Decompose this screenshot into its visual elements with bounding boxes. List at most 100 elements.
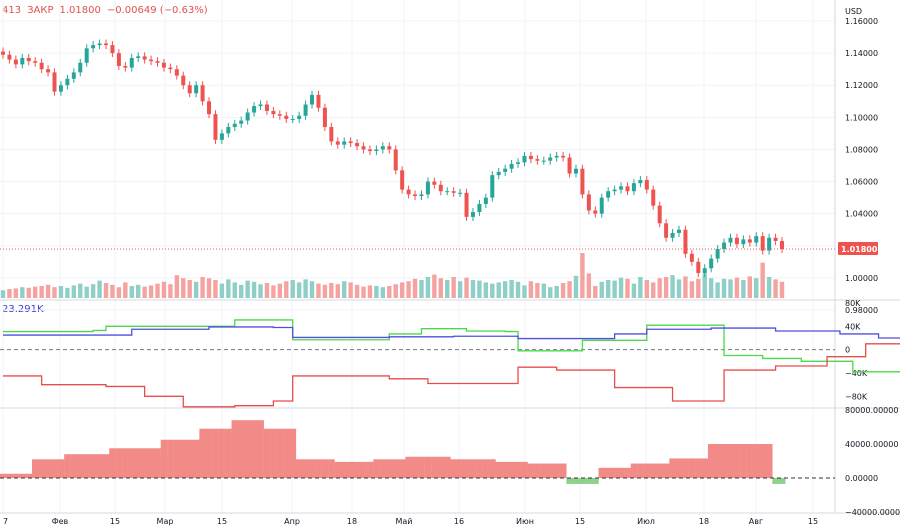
histogram-bar [424,456,432,478]
histogram-bar [295,459,303,478]
histogram-bar [263,428,271,478]
candle [773,237,778,241]
series-line-blue [3,326,900,340]
candle [754,236,759,243]
histogram-bar [495,461,503,478]
histogram-bar [160,439,168,478]
volume-bar [245,280,250,298]
volume-bar [535,283,540,298]
candle [252,106,257,113]
volume-bar [174,275,180,298]
histogram-bar [778,478,786,484]
volume-bar [193,281,199,298]
volume-bar [754,278,759,298]
candle [161,62,166,68]
candle [477,204,482,213]
candle [155,61,160,63]
volume-bar [406,281,411,298]
candle [496,171,501,176]
histogram-bar [109,448,116,478]
volume-bar [7,289,12,298]
histogram-bar [559,463,567,478]
histogram-bar [102,454,110,478]
histogram-bar [418,456,425,478]
candle [445,191,450,193]
candle [728,237,733,243]
volume-bar [599,281,604,298]
header-change: −0.00649 (−0.63%) [106,5,208,16]
histogram-bar [540,463,548,478]
histogram-bar [469,459,477,478]
histogram-bar [643,463,651,478]
candle [747,239,752,243]
x-tick-label: 15 [110,517,120,526]
candle [715,248,720,259]
histogram-bar [257,420,264,478]
histogram-bar [154,448,161,478]
histogram-bar [283,428,290,478]
histogram-bar [38,459,46,478]
candle [355,143,360,147]
volume-bar [26,287,31,298]
volume-bar [438,278,443,298]
histogram-bar [353,461,361,478]
volume-bar [663,277,669,298]
volume-bar [200,277,205,298]
histogram-bar [501,461,509,478]
candle [702,268,707,274]
candle [239,120,244,124]
candle [413,194,418,197]
candle [374,149,379,152]
volume-bar [303,279,308,298]
candle [84,48,89,63]
candle [226,126,231,134]
volume-bar [380,287,386,298]
volume-bar [509,280,514,298]
candle [277,114,282,116]
histogram-bar [695,458,702,478]
volume-bar [766,277,772,298]
histogram-bar [340,461,348,478]
candle [400,170,405,190]
histogram-bar [592,478,599,484]
volume-bar [548,287,553,298]
candle [123,65,128,68]
histogram-bar [669,458,676,478]
volume-bar [580,253,585,298]
volume-bar [277,283,283,298]
histogram-bar [12,473,20,478]
x-tick-label: Июн [516,517,534,526]
candle [367,149,372,152]
volume-bar [296,282,302,298]
volume-bar [702,273,707,298]
candle [136,56,141,58]
candle [593,210,598,214]
histogram-bar [244,420,252,478]
volume-bar [148,285,154,298]
candle [631,183,636,192]
volume-bar [129,286,134,298]
candle [297,115,302,119]
histogram-bar [167,439,174,478]
volume-bar [554,286,559,298]
candle [619,186,624,190]
histogram-bar [534,463,541,478]
histogram-bar [682,458,689,478]
volume-bar [683,276,688,298]
volume-bar [187,280,192,298]
histogram-bar [437,456,445,478]
histogram-bar [379,459,387,478]
candle [58,85,63,92]
x-tick-label: 15 [217,517,227,526]
histogram-bar [328,459,335,478]
histogram-bar [508,461,516,478]
candle [503,168,508,172]
candle [271,110,276,115]
header-prefix: 413 [2,5,22,16]
series-line-green [3,319,900,373]
series-line-red [3,343,900,408]
candle [194,85,199,94]
x-tick-label: Авг [749,517,763,526]
histogram-bar [662,463,670,478]
